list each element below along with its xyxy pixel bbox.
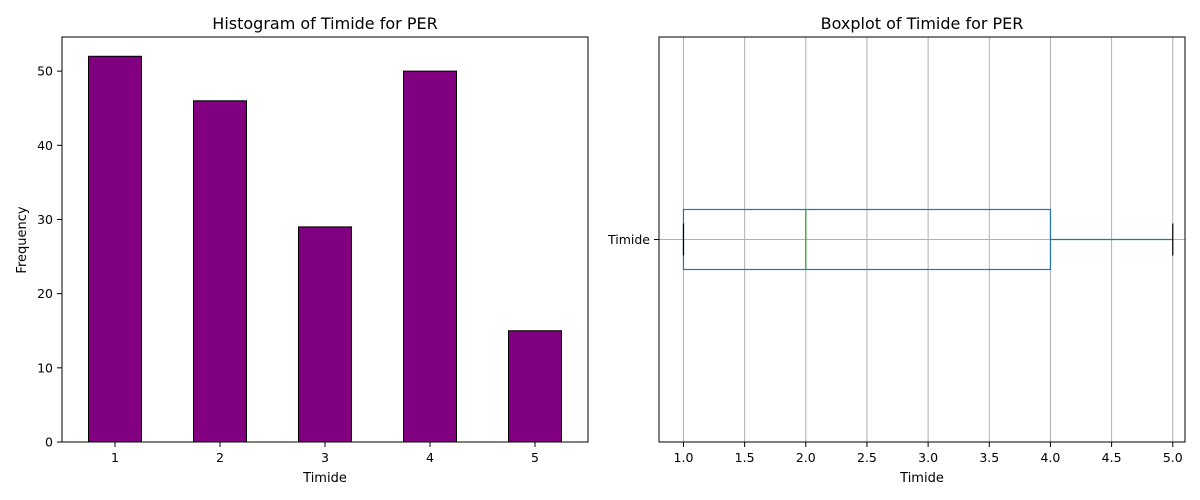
histogram-title: Histogram of Timide for PER [212,14,437,33]
boxplot-y-ticks: Timide [607,232,659,247]
histogram-y-tick-label: 30 [37,212,53,227]
boxplot-x-tick-label: 2.0 [796,450,816,465]
boxplot-title: Boxplot of Timide for PER [821,14,1024,33]
boxplot-x-tick-label: 1.0 [674,450,694,465]
histogram-x-tick-label: 3 [321,450,329,465]
histogram-bar [88,55,142,443]
histogram-y-tick-label: 40 [37,138,53,153]
histogram-frame [61,36,589,443]
histogram-y-label: Frequency [15,206,30,273]
histogram-y-tick-label: 10 [37,360,53,375]
boxplot-x-tick-label: 2.5 [857,450,877,465]
histogram-bars [88,55,562,443]
histogram-y-tick-label: 50 [37,64,53,79]
boxplot-x-tick-label: 4.0 [1040,450,1060,465]
boxplot-x-tick-label: 1.5 [735,450,755,465]
histogram-y-tick-label: 20 [37,286,53,301]
boxplot-x-tick-label: 3.5 [979,450,999,465]
boxplot-frame [658,36,1186,443]
histogram-bar [403,70,457,443]
boxplot-panel: Boxplot of Timide for PER 1.0 1.5 2.0 2.5 3.… [607,14,1186,486]
histogram-x-label: Timide [302,471,347,486]
boxplot-x-label: Timide [899,471,944,486]
boxplot-x-tick-label: 4.5 [1102,450,1122,465]
histogram-x-tick-label: 5 [531,450,539,465]
histogram-x-tick-label: 2 [216,450,224,465]
histogram-bar [193,100,247,443]
histogram-bar [298,226,352,443]
histogram-bar [508,330,562,443]
histogram-x-tick-label: 4 [426,450,434,465]
histogram-x-tick-label: 1 [111,450,119,465]
histogram-panel: Histogram of Timide for PER 1 2 3 4 5 0 10 20 3… [15,14,589,486]
boxplot-x-ticks: 1.0 1.5 2.0 2.5 3.0 3.5 4.0 4.5 5.0 [674,442,1183,465]
boxplot-x-tick-label: 3.0 [918,450,938,465]
boxplot-marks [682,208,1174,271]
histogram-y-tick-label: 0 [45,435,53,450]
histogram-y-ticks: 0 10 20 30 40 50 [37,64,62,450]
boxplot-y-tick-label: Timide [607,232,650,247]
boxplot-x-tick-label: 5.0 [1163,450,1183,465]
histogram-x-ticks: 1 2 3 4 5 [111,442,539,465]
